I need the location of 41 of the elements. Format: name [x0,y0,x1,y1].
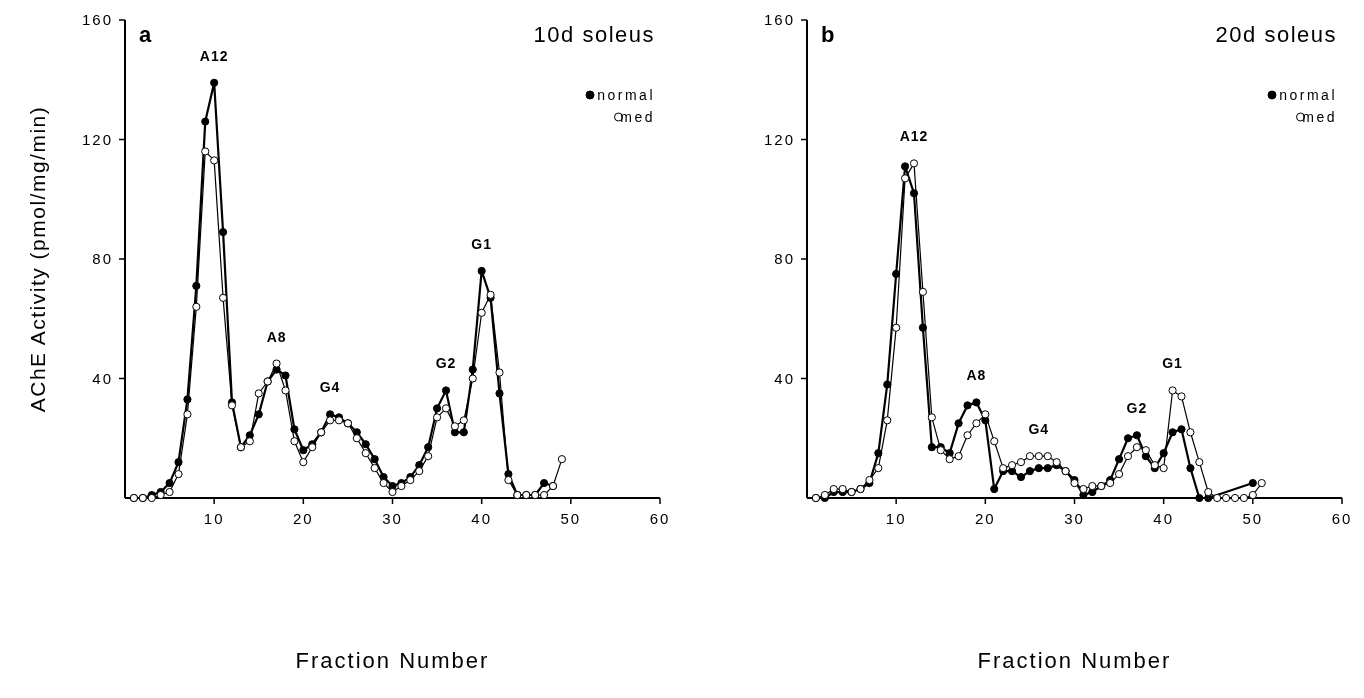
x-tick-label: 10 [203,510,225,527]
x-tick-label: 30 [1064,510,1085,527]
legend-label: normal [597,87,655,103]
x-tick-label: 20 [974,510,996,527]
annotation: G1 [1162,355,1183,372]
y-tick-label: 160 [81,11,113,28]
y-tick-label: 80 [774,250,795,267]
y-tick-label: 120 [763,130,795,148]
annotation: G1 [471,235,493,252]
x-tick-label: 10 [885,510,907,527]
y-axis-title: AChE Activity (pmol/mg/min) [26,105,49,413]
annotation: A8 [266,328,287,345]
y-tick-label: 120 [81,130,113,148]
x-axis-title: Fraction Number [295,648,490,673]
x-tick-label: 40 [471,510,493,527]
annotation: b [821,22,835,47]
x-tick-label: 40 [1153,510,1175,527]
y-tick-label: 40 [774,369,795,387]
x-tick-label: 50 [560,510,582,527]
annotation: a [139,22,152,47]
annotation: A8 [966,367,987,384]
legend-label: med [620,109,655,125]
annotation: G2 [435,355,457,372]
x-axis-title: Fraction Number [977,648,1172,673]
annotation: G4 [1028,421,1050,438]
annotation: G2 [1126,400,1148,417]
annotation: A12 [899,128,929,145]
legend-label: normal [1279,87,1337,103]
x-tick-label: 60 [1331,510,1353,527]
x-tick-label: 30 [382,510,403,527]
x-tick-label: 20 [292,510,314,527]
y-tick-label: 80 [92,250,113,267]
x-tick-label: 50 [1242,510,1264,527]
chart-title: 10d soleus [533,22,655,47]
x-tick-label: 60 [649,510,671,527]
annotation: A12 [199,47,229,64]
legend-label: med [1302,109,1337,125]
y-tick-label: 160 [763,11,795,28]
y-tick-label: 40 [92,369,113,387]
chart-title: 20d soleus [1215,22,1337,47]
annotation: G4 [319,379,341,396]
